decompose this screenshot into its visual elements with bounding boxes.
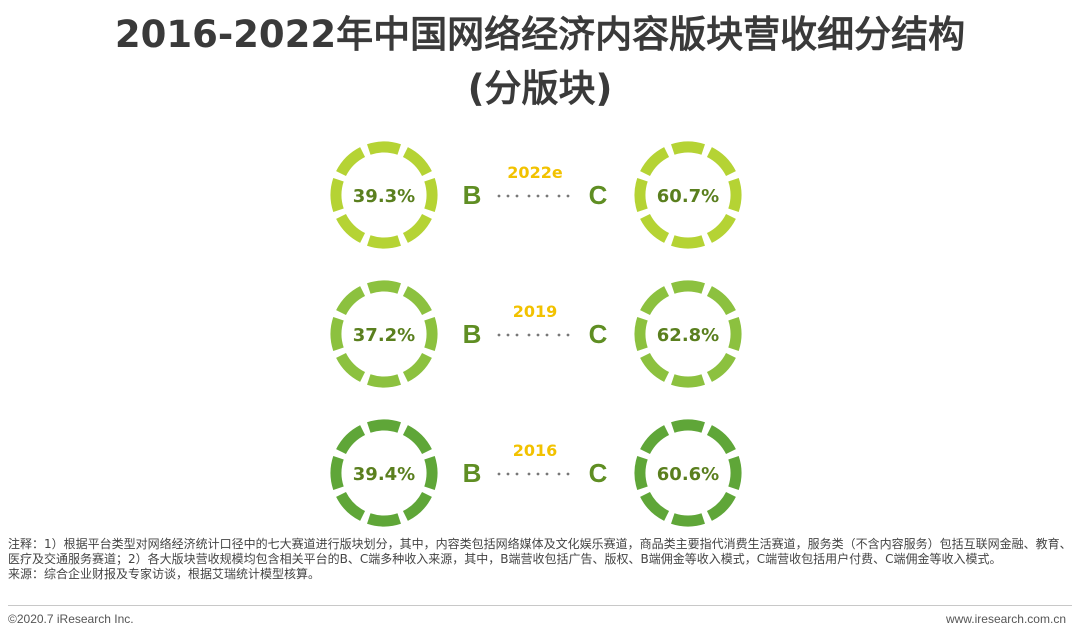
connector-dot bbox=[506, 472, 510, 476]
b-ring-segment bbox=[402, 491, 432, 521]
connector-dot bbox=[566, 194, 570, 198]
c-ring-segment bbox=[640, 352, 670, 382]
b-ring-segment bbox=[402, 286, 432, 316]
year-label: 2022e bbox=[507, 163, 563, 182]
b-ring-segment bbox=[367, 141, 401, 155]
b-letter: B bbox=[463, 458, 482, 488]
c-ring-segment bbox=[706, 213, 736, 243]
connector-dot bbox=[506, 333, 510, 337]
c-ring-segment bbox=[640, 147, 670, 177]
b-ring-segment bbox=[330, 178, 344, 212]
c-ring-segment bbox=[671, 280, 705, 294]
c-letter: C bbox=[589, 458, 608, 488]
c-ring-segment bbox=[671, 374, 705, 388]
source-text: 来源：综合企业财报及专家访谈，根据艾瑞统计模型核算。 bbox=[8, 567, 321, 581]
c-ring-segment bbox=[728, 317, 742, 351]
b-ring-segment bbox=[336, 213, 366, 243]
connector-dot bbox=[557, 333, 561, 337]
connector-dot bbox=[557, 194, 561, 198]
year-label: 2019 bbox=[513, 302, 558, 321]
connector-dot bbox=[515, 472, 519, 476]
b-ring-segment bbox=[424, 178, 438, 212]
c-ring-segment bbox=[706, 286, 736, 316]
connector-dot bbox=[545, 472, 549, 476]
b-ring-segment bbox=[402, 213, 432, 243]
b-ring-segment bbox=[367, 513, 401, 527]
c-ring-segment bbox=[640, 491, 670, 521]
c-letter: C bbox=[589, 319, 608, 349]
c-ring-segment bbox=[671, 513, 705, 527]
connector-dot bbox=[566, 472, 570, 476]
c-ring-segment bbox=[671, 419, 705, 433]
c-letter: C bbox=[589, 180, 608, 210]
connector-dot bbox=[545, 194, 549, 198]
b-value-label: 39.3% bbox=[353, 186, 415, 207]
b-ring-segment bbox=[402, 147, 432, 177]
c-ring-segment bbox=[706, 491, 736, 521]
notes-text: 注释：1）根据平台类型对网络经济统计口径中的七大赛道进行版块划分，其中，内容类包… bbox=[8, 537, 1072, 566]
c-ring-segment bbox=[728, 178, 742, 212]
connector-dot bbox=[527, 333, 531, 337]
b-ring-segment bbox=[402, 352, 432, 382]
b-value-label: 37.2% bbox=[353, 325, 415, 346]
b-letter: B bbox=[463, 319, 482, 349]
c-ring-segment bbox=[640, 213, 670, 243]
c-ring-segment bbox=[640, 286, 670, 316]
b-value-label: 39.4% bbox=[353, 464, 415, 485]
connector-dot bbox=[497, 194, 501, 198]
chart-title: 2016-2022年中国网络经济内容版块营收细分结构 bbox=[114, 13, 966, 56]
b-ring-segment bbox=[336, 352, 366, 382]
b-ring-segment bbox=[330, 456, 344, 490]
connector-dot bbox=[527, 472, 531, 476]
c-value-label: 60.7% bbox=[657, 186, 719, 207]
connector-dot bbox=[497, 472, 501, 476]
connector-dot bbox=[506, 194, 510, 198]
b-ring-segment bbox=[336, 425, 366, 455]
b-ring-segment bbox=[336, 147, 366, 177]
c-ring-segment bbox=[634, 317, 648, 351]
connector-dot bbox=[545, 333, 549, 337]
c-value-label: 62.8% bbox=[657, 325, 719, 346]
connector-dot bbox=[536, 472, 540, 476]
c-ring-segment bbox=[634, 178, 648, 212]
connector-dot bbox=[536, 194, 540, 198]
c-ring-segment bbox=[728, 456, 742, 490]
c-ring-segment bbox=[706, 147, 736, 177]
c-ring-segment bbox=[640, 425, 670, 455]
footer-divider bbox=[8, 605, 1072, 606]
chart-subtitle: (分版块) bbox=[467, 67, 613, 110]
c-ring-segment bbox=[671, 235, 705, 249]
c-ring-segment bbox=[706, 425, 736, 455]
b-ring-segment bbox=[330, 317, 344, 351]
b-ring-segment bbox=[336, 286, 366, 316]
b-ring-segment bbox=[367, 235, 401, 249]
c-ring-segment bbox=[671, 141, 705, 155]
c-ring-segment bbox=[706, 352, 736, 382]
c-value-label: 60.6% bbox=[657, 464, 719, 485]
connector-dot bbox=[527, 194, 531, 198]
b-ring-segment bbox=[402, 425, 432, 455]
connector-dot bbox=[515, 333, 519, 337]
copyright-text: ©2020.7 iResearch Inc. bbox=[8, 612, 134, 626]
notes-section: 注释：1）根据平台类型对网络经济统计口径中的七大赛道进行版块划分，其中，内容类包… bbox=[8, 537, 1072, 582]
b-ring-segment bbox=[367, 419, 401, 433]
b-ring-segment bbox=[336, 491, 366, 521]
website-text: www.iresearch.com.cn bbox=[945, 612, 1066, 626]
year-label: 2016 bbox=[513, 441, 558, 460]
connector-dot bbox=[536, 333, 540, 337]
connector-dot bbox=[557, 472, 561, 476]
connector-dot bbox=[515, 194, 519, 198]
b-ring-segment bbox=[367, 280, 401, 294]
connector-dot bbox=[566, 333, 570, 337]
b-letter: B bbox=[463, 180, 482, 210]
connector-dot bbox=[497, 333, 501, 337]
b-ring-segment bbox=[424, 317, 438, 351]
b-ring-segment bbox=[367, 374, 401, 388]
ring-chart-area: 39.3% 60.7% B C 2022e 37.2% 62.8% B C 2019 39.4% 60… bbox=[330, 141, 742, 527]
c-ring-segment bbox=[634, 456, 648, 490]
b-ring-segment bbox=[424, 456, 438, 490]
